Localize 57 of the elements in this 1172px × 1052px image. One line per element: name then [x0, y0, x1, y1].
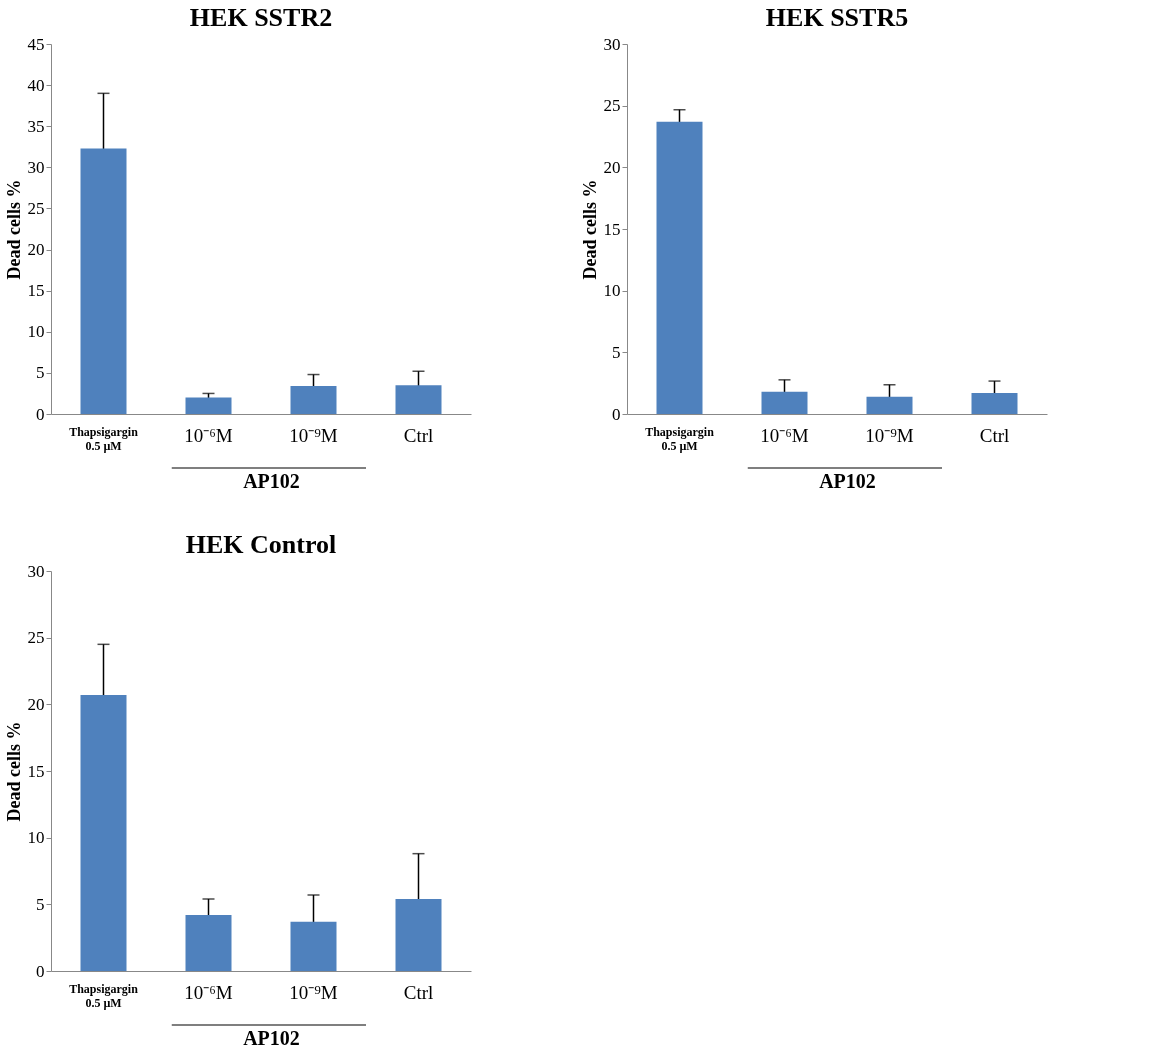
- bar: [185, 397, 232, 414]
- chart-title: HEK SSTR5: [765, 3, 909, 32]
- y-tick-label: 0: [36, 404, 45, 424]
- bar: [971, 393, 1018, 414]
- x-tick-label: 10⁻⁹M: [289, 424, 338, 446]
- y-tick-label: 10: [603, 281, 621, 301]
- y-tick-label: 5: [36, 894, 45, 914]
- y-tick-label: 25: [27, 198, 45, 218]
- y-tick-label: 0: [612, 404, 621, 424]
- x-tick-label: 10⁻⁹M: [865, 424, 914, 446]
- y-tick-label: 0: [36, 961, 45, 981]
- x-tick-label: Ctrl: [403, 981, 434, 1003]
- y-tick-label: 30: [603, 34, 621, 54]
- y-tick-label: 20: [603, 157, 621, 177]
- bar: [866, 396, 913, 414]
- text: AP102: [243, 470, 300, 492]
- x-tick-label: 10⁻⁶M: [760, 424, 809, 446]
- y-axis-title: Dead cells %: [579, 179, 600, 280]
- y-tick-label: 15: [603, 219, 621, 239]
- y-tick-label: 45: [27, 34, 45, 54]
- x-tick-label: Thapsigargin 0.5 µM: [645, 424, 715, 453]
- y-axis-title: Dead cells %: [3, 179, 24, 280]
- y-tick-label: 35: [27, 116, 45, 136]
- bar: [656, 121, 703, 414]
- x-tick-label: 10⁻⁶M: [184, 424, 233, 446]
- bar: [395, 385, 442, 414]
- bar: [80, 148, 127, 414]
- y-tick-label: 30: [27, 561, 45, 581]
- y-tick-label: 15: [27, 281, 45, 301]
- bar: [761, 391, 808, 414]
- y-axis-title: Dead cells %: [3, 721, 24, 822]
- y-tick-label: 5: [36, 363, 45, 383]
- y-tick-label: 10: [27, 322, 45, 342]
- y-tick-label: 5: [612, 342, 621, 362]
- chart-title: HEK SSTR2: [189, 3, 333, 32]
- x-tick-label: 10⁻⁶M: [184, 981, 233, 1003]
- bar: [395, 899, 442, 971]
- text: AP102: [819, 470, 876, 492]
- y-tick-label: 20: [27, 694, 45, 714]
- x-tick-label: Ctrl: [403, 424, 434, 446]
- text: AP102: [243, 1027, 300, 1049]
- y-tick-label: 25: [27, 628, 45, 648]
- bar: [185, 915, 232, 971]
- x-tick-label: Thapsigargin 0.5 µM: [69, 424, 139, 453]
- chart-title: HEK Control: [185, 530, 337, 559]
- bar: [80, 695, 127, 971]
- y-tick-label: 10: [27, 828, 45, 848]
- x-tick-label: 10⁻⁹M: [289, 981, 338, 1003]
- x-tick-label: Ctrl: [979, 424, 1010, 446]
- bar: [290, 386, 337, 414]
- y-tick-label: 25: [603, 96, 621, 116]
- y-tick-label: 40: [27, 75, 45, 95]
- x-tick-label: Thapsigargin 0.5 µM: [69, 981, 139, 1010]
- bar: [290, 921, 337, 971]
- y-tick-label: 15: [27, 761, 45, 781]
- y-tick-label: 20: [27, 240, 45, 260]
- y-tick-label: 30: [27, 157, 45, 177]
